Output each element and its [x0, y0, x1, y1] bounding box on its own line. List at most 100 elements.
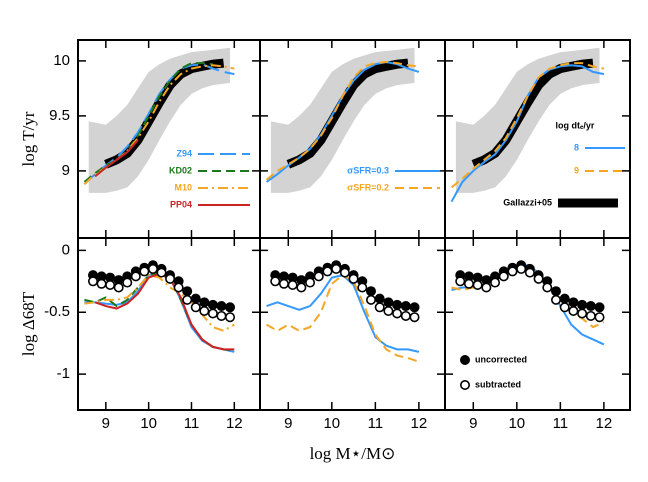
legend-label: σSFR=0.3 — [347, 165, 389, 175]
point — [305, 277, 316, 288]
y-tick-label: 9 — [62, 162, 70, 179]
point — [225, 312, 236, 323]
x-tick-label: 10 — [323, 415, 340, 432]
line — [450, 62, 605, 189]
panel — [84, 260, 236, 353]
point — [400, 301, 411, 312]
point — [594, 312, 605, 323]
point — [568, 306, 579, 317]
point — [207, 308, 218, 319]
y-tick-label: -1 — [57, 365, 70, 382]
x-tick-label: 9 — [469, 415, 477, 432]
point — [357, 282, 368, 293]
panel — [265, 47, 420, 193]
point — [490, 277, 501, 288]
point — [365, 286, 376, 297]
point — [278, 278, 289, 289]
point — [182, 286, 193, 297]
point — [409, 302, 420, 313]
point — [165, 273, 176, 284]
point — [113, 282, 124, 293]
point — [400, 310, 411, 321]
y-tick-label: 9.5 — [49, 107, 70, 124]
point — [374, 302, 385, 313]
x-tick-label: 9 — [102, 415, 110, 432]
x-tick-label: 9 — [284, 415, 292, 432]
point — [594, 302, 605, 313]
x-tick-label: 12 — [226, 415, 243, 432]
panel — [450, 47, 605, 203]
point — [577, 299, 588, 310]
point — [147, 263, 158, 274]
line — [265, 60, 419, 181]
point — [130, 271, 141, 282]
panel-frame — [444, 237, 631, 411]
point — [173, 282, 184, 293]
point — [392, 308, 403, 319]
legend-swatch — [459, 354, 470, 365]
point — [348, 273, 359, 284]
point — [270, 276, 281, 287]
legend-label: σSFR=0.2 — [347, 182, 389, 192]
point — [156, 267, 167, 278]
legend-label: KD02 — [169, 165, 192, 175]
legend-label: Gallazzi+05 — [503, 197, 552, 207]
point — [287, 280, 298, 291]
panel — [83, 47, 235, 193]
point — [542, 282, 553, 293]
panel — [266, 260, 420, 363]
point — [190, 293, 201, 304]
point — [533, 273, 544, 284]
point — [585, 310, 596, 321]
panel-frame — [259, 237, 446, 411]
point — [313, 271, 324, 282]
legend-label: Z94 — [176, 148, 192, 158]
point — [207, 299, 218, 310]
point — [374, 293, 385, 304]
point — [87, 276, 98, 287]
point — [383, 306, 394, 317]
point — [568, 297, 579, 308]
x-tick-label: 10 — [508, 415, 525, 432]
point — [105, 280, 116, 291]
line — [94, 139, 139, 178]
point — [409, 312, 420, 323]
point — [225, 302, 236, 313]
point — [559, 293, 570, 304]
legend-label: M10 — [174, 182, 192, 192]
legend-label: subtracted — [475, 379, 521, 389]
point — [296, 282, 307, 293]
point — [199, 306, 210, 317]
point — [455, 276, 466, 287]
point — [577, 308, 588, 319]
point — [216, 301, 227, 312]
point — [550, 286, 561, 297]
point — [339, 267, 350, 278]
legend-label: uncorrected — [475, 354, 527, 364]
legend-title: log dtₑ/yr — [556, 120, 595, 130]
point — [550, 294, 561, 305]
y-axis-label: log T/yr — [19, 111, 38, 166]
legend-swatch — [459, 379, 470, 390]
point — [472, 280, 483, 291]
legend-label: 9 — [574, 165, 579, 175]
point — [216, 310, 227, 321]
point — [498, 271, 509, 282]
x-tick-label: 11 — [553, 415, 569, 432]
point — [322, 266, 333, 277]
x-tick-label: 11 — [184, 415, 200, 432]
point — [524, 267, 535, 278]
line — [84, 274, 235, 332]
panel-frame — [77, 237, 261, 411]
panel — [451, 260, 605, 346]
y-axis-label: log Δ68T — [19, 291, 38, 356]
y-tick-label: 10 — [53, 52, 70, 69]
x-axis-label: log M⋆/M⊙ — [310, 444, 396, 463]
point — [331, 263, 342, 274]
point — [190, 302, 201, 313]
line — [266, 273, 420, 363]
point — [96, 278, 107, 289]
point — [199, 297, 210, 308]
